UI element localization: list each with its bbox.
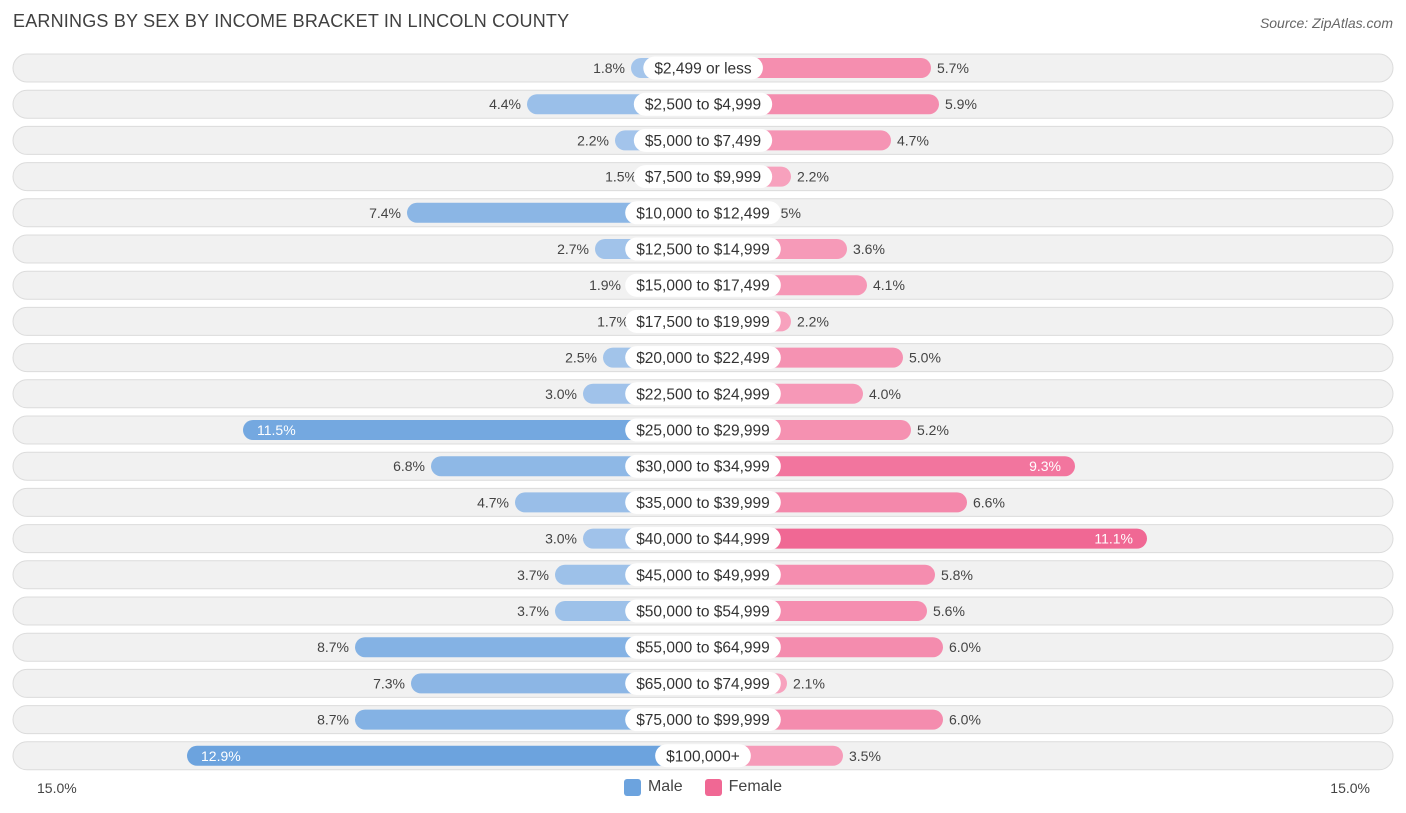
bar-male xyxy=(355,637,703,658)
category-pill xyxy=(625,382,781,406)
category-label: $75,000 to $99,999 xyxy=(636,712,770,729)
category-label: $55,000 to $64,999 xyxy=(636,640,770,657)
value-label-female: 4.0% xyxy=(869,386,901,402)
legend-swatch-female xyxy=(704,778,722,796)
category-label: $40,000 to $44,999 xyxy=(636,531,770,548)
category-label: $2,500 to $4,999 xyxy=(645,97,761,114)
category-label: $10,000 to $12,499 xyxy=(636,205,770,222)
category-pill xyxy=(625,309,781,333)
value-label-female: 6.6% xyxy=(973,494,1005,510)
value-label-male: 1.8% xyxy=(593,60,625,76)
category-label: $45,000 to $49,999 xyxy=(636,567,770,584)
category-label: $12,500 to $14,999 xyxy=(636,242,770,259)
value-label-male: 8.7% xyxy=(317,639,349,655)
axis-right-label: 15.0% xyxy=(1330,780,1370,796)
category-pill xyxy=(625,635,781,659)
value-label-female: 3.6% xyxy=(853,241,885,257)
category-pill xyxy=(625,599,781,623)
value-label-male: 8.7% xyxy=(317,712,349,728)
category-pill xyxy=(625,527,781,551)
category-pill xyxy=(625,346,781,370)
value-label-male: 2.7% xyxy=(557,241,589,257)
value-label-female: 5.9% xyxy=(945,96,977,112)
category-label: $100,000+ xyxy=(666,748,740,765)
value-label-female: 3.5% xyxy=(849,748,881,764)
bar-female xyxy=(703,456,1075,477)
bar-male xyxy=(355,709,703,730)
value-label-male: 1.5% xyxy=(605,169,637,185)
category-pill xyxy=(633,92,773,116)
legend: Male Female xyxy=(0,778,1406,796)
chart-area: 1.8% 5.7% $2,499 or less 4.4% 5.9% $2,500 to … xyxy=(12,53,1394,771)
bar-male xyxy=(187,745,703,766)
value-label-female: 6.0% xyxy=(949,639,981,655)
legend-item-female: Female xyxy=(704,778,783,796)
category-pill xyxy=(625,671,781,695)
source-label: Source: ZipAtlas.com xyxy=(1259,15,1393,31)
value-label-male: 3.7% xyxy=(517,567,549,583)
category-label: $65,000 to $74,999 xyxy=(636,676,770,693)
category-label: $50,000 to $54,999 xyxy=(636,604,770,621)
axis-left-label: 15.0% xyxy=(37,780,77,796)
category-label: $25,000 to $29,999 xyxy=(636,423,770,440)
value-label-female: 4.7% xyxy=(897,132,929,148)
category-pill xyxy=(625,708,781,732)
category-label: $30,000 to $34,999 xyxy=(636,459,770,476)
value-label-male: 2.5% xyxy=(565,350,597,366)
category-pill xyxy=(633,128,773,152)
category-label: $17,500 to $19,999 xyxy=(636,314,770,331)
category-label: $15,000 to $17,499 xyxy=(636,278,770,295)
value-label-male: 3.0% xyxy=(545,386,577,402)
category-pill xyxy=(633,165,773,189)
legend-label-male: Male xyxy=(647,778,683,795)
value-label-male: 3.0% xyxy=(545,531,577,547)
category-pill xyxy=(625,490,781,514)
value-label-male: 12.9% xyxy=(201,748,241,764)
category-pill xyxy=(625,418,781,442)
chart-title: EARNINGS BY SEX BY INCOME BRACKET IN LIN… xyxy=(13,11,570,31)
value-label-male: 7.3% xyxy=(373,675,405,691)
value-label-female: 5.6% xyxy=(933,603,965,619)
category-label: $5,000 to $7,499 xyxy=(645,133,761,150)
category-pill xyxy=(625,454,781,478)
value-label-female: 2.2% xyxy=(797,313,829,329)
value-label-male: 4.7% xyxy=(477,494,509,510)
value-label-female: 9.3% xyxy=(1029,458,1061,474)
value-label-male: 1.7% xyxy=(597,313,629,329)
category-pill xyxy=(625,237,781,261)
category-label: $7,500 to $9,999 xyxy=(645,169,761,186)
category-pill xyxy=(655,744,751,768)
category-pill xyxy=(643,56,763,80)
value-label-male: 7.4% xyxy=(369,205,401,221)
value-label-male: 3.7% xyxy=(517,603,549,619)
bar-female xyxy=(703,528,1147,549)
value-label-female: 5.7% xyxy=(937,60,969,76)
value-label-female: 2.2% xyxy=(797,169,829,185)
legend-swatch-male xyxy=(623,778,641,796)
value-label-female: 5.8% xyxy=(941,567,973,583)
value-label-male: 1.9% xyxy=(589,277,621,293)
bar-male xyxy=(243,420,703,440)
category-pill xyxy=(625,273,781,297)
value-label-male: 11.5% xyxy=(257,422,296,438)
legend-label-female: Female xyxy=(728,778,783,795)
category-pill xyxy=(625,201,781,225)
category-label: $22,500 to $24,999 xyxy=(636,386,770,403)
category-pill xyxy=(625,563,781,587)
value-label-female: 11.1% xyxy=(1094,531,1133,547)
value-label-female: 4.1% xyxy=(873,277,905,293)
value-label-female: 2.1% xyxy=(793,675,825,691)
legend-item-male: Male xyxy=(623,778,683,796)
value-label-female: 6.0% xyxy=(949,712,981,728)
category-label: $20,000 to $22,499 xyxy=(636,350,770,367)
value-label-female: 5.0% xyxy=(909,350,941,366)
value-label-male: 6.8% xyxy=(393,458,425,474)
value-label-male: 4.4% xyxy=(489,96,521,112)
category-label: $35,000 to $39,999 xyxy=(636,495,770,512)
value-label-female: 5.2% xyxy=(917,422,949,438)
category-label: $2,499 or less xyxy=(654,61,752,78)
value-label-male: 2.2% xyxy=(577,132,609,148)
